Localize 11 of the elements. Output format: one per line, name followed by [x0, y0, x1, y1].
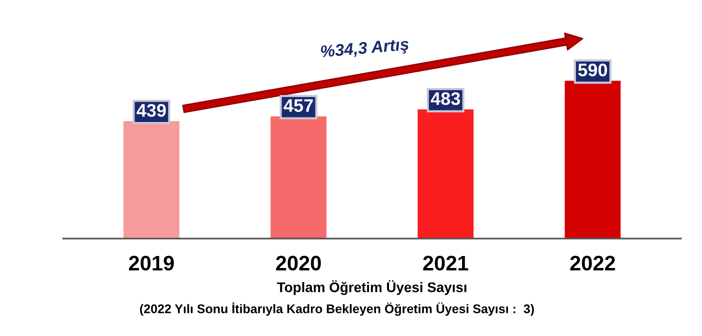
x-axis-title: Toplam Öğretim Üyesi Sayısı	[277, 280, 466, 296]
data-label: 590	[578, 64, 608, 76]
x-tick-label: 2020	[276, 256, 321, 271]
text: %34,3 Artış	[320, 38, 410, 61]
x-tick-label: 2019	[128, 256, 174, 271]
data-label: 457	[284, 99, 313, 112]
x-tick-label: 2022	[570, 256, 616, 271]
text: (2022 Yılı Sonu İtibarıyla Kadro Bekleyen Öğretim Üyesi Sayısı : 3)	[140, 302, 534, 316]
data-label: 483	[430, 92, 460, 106]
data-label: 439	[136, 104, 166, 117]
x-tick-label: 2021	[423, 256, 468, 271]
